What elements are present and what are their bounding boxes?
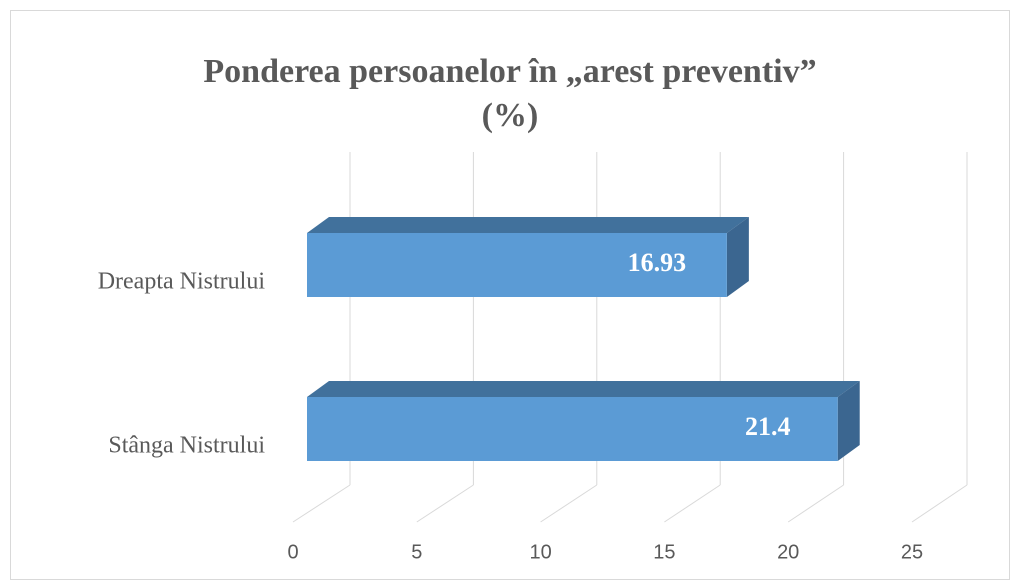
x-tick-label: 25: [901, 541, 923, 563]
x-tick-label: 0: [287, 541, 298, 563]
floor-grid-line: [540, 484, 598, 523]
y-tick-label: Stânga Nistrului: [108, 433, 265, 459]
floor-grid-line: [911, 484, 968, 523]
value-label: 21.4: [745, 412, 791, 441]
bar-side: [837, 381, 860, 461]
bar: [307, 233, 727, 297]
bar: [307, 397, 838, 461]
y-tick-label: Dreapta Nistrului: [98, 269, 266, 295]
x-tick-label: 5: [411, 541, 422, 563]
x-tick-label: 10: [529, 541, 551, 563]
chart-title: Ponderea persoanelor în „arest preventiv…: [203, 53, 817, 134]
floor-grid-line: [416, 484, 474, 523]
bar-top: [307, 217, 749, 233]
floor-grid-line: [664, 484, 721, 523]
x-tick-label: 15: [653, 541, 675, 563]
bar-side: [726, 217, 749, 297]
floor-grid-line: [787, 484, 844, 523]
floor-grid-line: [292, 484, 351, 523]
x-tick-label: 20: [777, 541, 799, 563]
bar-top: [307, 381, 860, 397]
value-label: 16.93: [628, 248, 687, 277]
